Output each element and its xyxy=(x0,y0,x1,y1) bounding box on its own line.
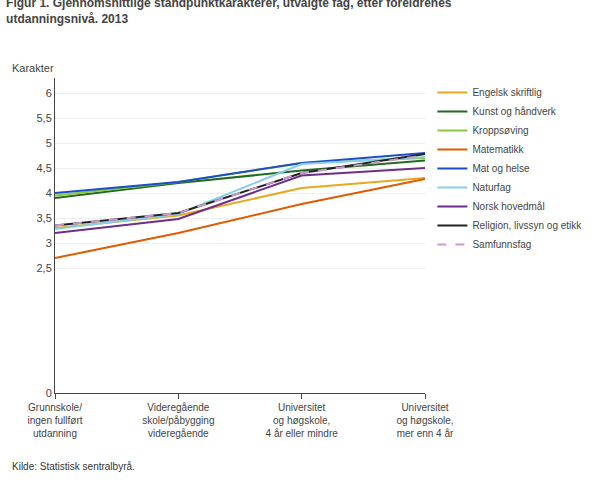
svg-text:Universitetog høgskole,mer enn: Universitetog høgskole,mer enn 4 år xyxy=(396,402,454,439)
svg-text:3: 3 xyxy=(46,237,52,249)
svg-text:Kunst og håndverk: Kunst og håndverk xyxy=(472,106,556,117)
svg-text:Kroppsøving: Kroppsøving xyxy=(472,125,528,136)
svg-text:0: 0 xyxy=(46,387,52,399)
svg-text:3,5: 3,5 xyxy=(37,212,52,224)
svg-text:Naturfag: Naturfag xyxy=(472,182,510,193)
svg-text:Matematikk: Matematikk xyxy=(472,144,524,155)
svg-text:Mat og helse: Mat og helse xyxy=(472,163,530,174)
svg-text:Karakter: Karakter xyxy=(12,62,54,74)
svg-text:Samfunnsfag: Samfunnsfag xyxy=(472,239,531,250)
svg-text:Engelsk skriftlig: Engelsk skriftlig xyxy=(472,87,541,98)
svg-text:2,5: 2,5 xyxy=(37,262,52,274)
svg-text:Grunnskole/ingen fullførtutdan: Grunnskole/ingen fullførtutdanning xyxy=(27,402,82,439)
svg-text:Norsk hovedmål: Norsk hovedmål xyxy=(472,201,544,212)
svg-text:Universitetog høgskole,4 år el: Universitetog høgskole,4 år eller mindre xyxy=(266,402,339,439)
svg-text:Religion, livssyn og etikk: Religion, livssyn og etikk xyxy=(472,220,582,231)
svg-text:4: 4 xyxy=(46,187,52,199)
svg-text:5: 5 xyxy=(46,137,52,149)
svg-text:Kilde: Statistisk sentralbyrå.: Kilde: Statistisk sentralbyrå. xyxy=(12,461,135,472)
svg-text:6: 6 xyxy=(46,87,52,99)
svg-text:Figur 1. Gjennomsnittlige stan: Figur 1. Gjennomsnittlige standpunktkara… xyxy=(6,0,452,26)
svg-text:4,5: 4,5 xyxy=(37,162,52,174)
svg-text:Videregåendeskole/påbyggingvid: Videregåendeskole/påbyggingvideregående xyxy=(142,402,214,439)
svg-text:5,5: 5,5 xyxy=(37,112,52,124)
